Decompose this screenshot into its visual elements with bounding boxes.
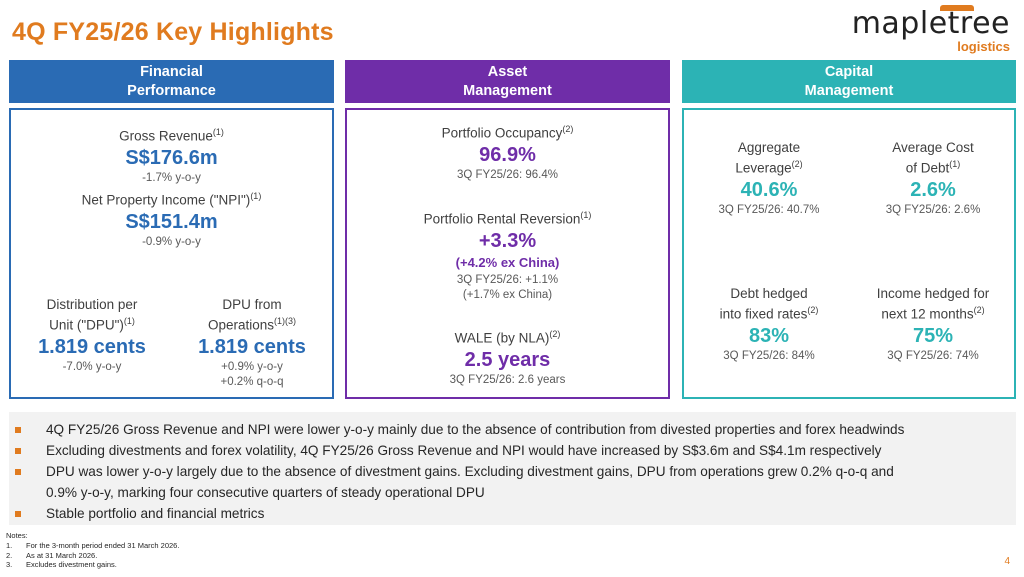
footnote-number: 2. (6, 550, 13, 560)
header-capital: Capital Management (682, 60, 1016, 103)
footnote-item: 1. For the 3-month period ended 31 March … (6, 541, 179, 551)
npi-footnote: (1) (250, 191, 262, 201)
occupancy-footnote: (2) (562, 124, 574, 134)
debt-hedged-label-line1: Debt hedged (730, 286, 808, 301)
leverage-value: 40.6% (740, 178, 798, 201)
header-capital-label: Capital Management (804, 63, 894, 99)
npi-block: Net Property Income ("NPI")(1) S$151.4m … (11, 188, 332, 250)
income-hedged-prev: 3Q FY25/26: 74% (887, 349, 979, 362)
page-title: 4Q FY25/26 Key Highlights (12, 18, 334, 46)
logo-leaf-icon (940, 5, 974, 11)
wale-prev: 3Q FY25/26: 2.6 years (449, 373, 566, 386)
wale-block: WALE (by NLA)(2) 2.5 years 3Q FY25/26: 2… (347, 326, 668, 388)
page-number: 4 (1004, 556, 1010, 567)
occupancy-label: Portfolio Occupancy (441, 125, 563, 141)
gross-revenue-label: Gross Revenue (119, 128, 213, 144)
bullet-square-icon (15, 448, 21, 454)
debt-hedged-label-line2: into fixed rates (719, 306, 808, 322)
npi-value: S$151.4m (125, 210, 218, 233)
footnote-text: For the 3-month period ended 31 March 20… (26, 540, 180, 550)
reversion-footnote: (1) (580, 210, 592, 220)
cost-of-debt-footnote: (1) (949, 159, 961, 169)
wale-footnote: (2) (549, 329, 561, 339)
reversion-block: Portfolio Rental Reversion(1) +3.3% (+4.… (347, 207, 668, 303)
bullet-text: 4Q FY25/26 Gross Revenue and NPI were lo… (46, 422, 905, 437)
header-financial: Financial Performance (9, 60, 334, 103)
dpu-ops-change: +0.9% y-o-y +0.2% q-o-q (220, 360, 284, 388)
dpu-footnote: (1) (123, 316, 135, 326)
leverage-prev: 3Q FY25/26: 40.7% (718, 203, 820, 216)
dpu-ops-label-line1: DPU from (222, 297, 282, 312)
footnote-item: 2. As at 31 March 2026. (6, 551, 179, 561)
header-financial-label: Financial Performance (127, 63, 216, 99)
mapletree-logo: mapletree logistics (840, 5, 1010, 58)
panel-asset: Portfolio Occupancy(2) 96.9% 3Q FY25/26:… (345, 108, 670, 399)
leverage-footnote: (2) (791, 159, 803, 169)
leverage-label-line1: Aggregate (737, 140, 801, 155)
occupancy-value: 96.9% (479, 143, 536, 166)
income-hedged-label-line2: next 12 months (881, 306, 974, 322)
debt-hedged-prev: 3Q FY25/26: 84% (723, 349, 815, 362)
bullet-text: DPU was lower y-o-y largely due to the a… (46, 464, 894, 479)
footnote-number: 1. (6, 540, 13, 550)
dpu-ops-footnote: (1)(3) (274, 316, 297, 326)
income-hedged-value: 75% (912, 324, 954, 347)
npi-label: Net Property Income ("NPI") (81, 192, 251, 208)
bullet-square-icon (15, 511, 21, 517)
footnote-item: 3. Excludes divestment gains. (6, 560, 179, 570)
income-hedged-block: Income hedged for next 12 months(2) 75% … (850, 285, 1016, 364)
dpu-value: 1.819 cents (38, 335, 146, 358)
logo-main-text: mapletree (851, 6, 1010, 41)
reversion-value: +3.3% (478, 229, 537, 252)
occupancy-prev: 3Q FY25/26: 96.4% (456, 168, 558, 181)
header-asset-label: Asset Management (463, 63, 552, 99)
bullet-text: 0.9% y-o-y, marking four consecutive qua… (46, 485, 485, 500)
leverage-label-line2: Leverage (735, 160, 792, 176)
cost-of-debt-value: 2.6% (910, 178, 956, 201)
debt-hedged-block: Debt hedged into fixed rates(2) 83% 3Q F… (684, 285, 854, 364)
gross-revenue-change: -1.7% y-o-y (142, 171, 201, 184)
cost-of-debt-label-line2: of Debt (905, 160, 950, 176)
bullet-square-icon (15, 469, 21, 475)
cost-of-debt-block: Average Cost of Debt(1) 2.6% 3Q FY25/26:… (850, 139, 1016, 218)
income-hedged-label-line1: Income hedged for (876, 286, 990, 301)
npi-change: -0.9% y-o-y (142, 235, 201, 248)
cost-of-debt-prev: 3Q FY25/26: 2.6% (885, 203, 981, 216)
debt-hedged-footnote: (2) (807, 305, 819, 315)
wale-value: 2.5 years (464, 348, 551, 371)
dpu-block: Distribution per Unit ("DPU")(1) 1.819 c… (17, 296, 167, 375)
key-points-box: 4Q FY25/26 Gross Revenue and NPI were lo… (9, 412, 1016, 525)
debt-hedged-value: 83% (748, 324, 790, 347)
bullet-text: Excluding divestments and forex volatili… (46, 443, 882, 458)
panel-financial: Gross Revenue(1) S$176.6m -1.7% y-o-y Ne… (9, 108, 334, 399)
income-hedged-footnote: (2) (973, 305, 985, 315)
wale-label: WALE (by NLA) (454, 330, 550, 346)
occupancy-block: Portfolio Occupancy(2) 96.9% 3Q FY25/26:… (347, 121, 668, 183)
reversion-prev: 3Q FY25/26: +1.1% (+1.7% ex China) (456, 273, 559, 301)
bullet-square-icon (15, 427, 21, 433)
dpu-ops-value: 1.819 cents (198, 335, 306, 358)
panel-capital: Aggregate Leverage(2) 40.6% 3Q FY25/26: … (682, 108, 1016, 399)
dpu-ops-label-line2: Operations (207, 317, 275, 333)
leverage-block: Aggregate Leverage(2) 40.6% 3Q FY25/26: … (684, 139, 854, 218)
dpu-label-line1: Distribution per (46, 297, 138, 312)
dpu-ops-block: DPU from Operations(1)(3) 1.819 cents +0… (177, 296, 327, 390)
reversion-label: Portfolio Rental Reversion (423, 211, 581, 227)
reversion-ex-china: (+4.2% ex China) (455, 254, 560, 270)
footnote-number: 3. (6, 560, 13, 570)
footnote-text: As at 31 March 2026. (26, 550, 98, 560)
footnote-text: Excludes divestment gains. (26, 560, 117, 570)
header-asset: Asset Management (345, 60, 670, 103)
gross-revenue-value: S$176.6m (125, 146, 218, 169)
dpu-label-line2: Unit ("DPU") (49, 317, 124, 333)
logo-sub-text: logistics (957, 39, 1010, 54)
dpu-change: -7.0% y-o-y (62, 360, 122, 373)
gross-revenue-footnote: (1) (212, 127, 224, 137)
bullet-text: Stable portfolio and financial metrics (46, 506, 265, 521)
gross-revenue-block: Gross Revenue(1) S$176.6m -1.7% y-o-y (11, 124, 332, 186)
notes-heading: Notes: (6, 531, 28, 540)
footnotes: Notes: 1. For the 3-month period ended 31… (6, 531, 179, 570)
cost-of-debt-label-line1: Average Cost (892, 140, 974, 155)
